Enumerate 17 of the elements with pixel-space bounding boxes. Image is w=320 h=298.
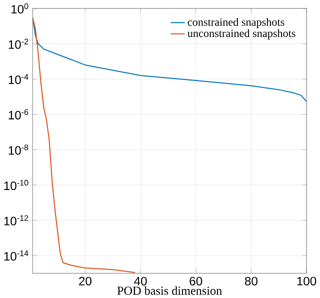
x-tick-label: 60 (190, 276, 202, 286)
legend-label: constrained snapshots (188, 18, 284, 28)
x-tick-label: 20 (79, 276, 92, 286)
y-tick-label: 10$^{-10}$ (4, 180, 28, 190)
x-tick-label: 100 (297, 276, 316, 286)
x-tick-label: 40 (134, 276, 147, 286)
line-series (32, 17, 136, 273)
y-tick-label: 10$^{-6}$ (8, 109, 28, 120)
x-tick-label: 80 (244, 276, 258, 286)
y-tick-label: 10$^{-12}$ (4, 215, 28, 226)
y-tick-label: 10$^{0}$ (11, 3, 28, 14)
y-tick-label: 10$^{-14}$ (4, 250, 28, 261)
y-tick-label: 10$^{-8}$ (8, 144, 28, 155)
x-axis-title: POD basis dimension (117, 286, 222, 295)
y-tick-label: 10$^{-2}$ (8, 38, 28, 49)
y-tick-label: 10$^{-4}$ (8, 74, 28, 84)
legend-label: unconstrained snapshots (188, 29, 296, 40)
